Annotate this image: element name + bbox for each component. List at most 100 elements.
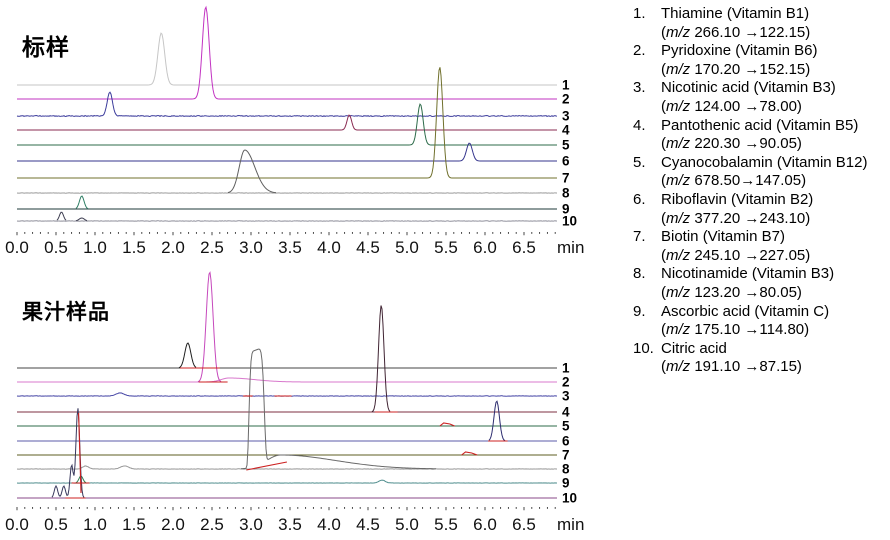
axis-unit-label: min — [557, 515, 584, 534]
axis-tick-label: 1.0 — [83, 238, 107, 257]
axis-tick-label: 2.0 — [161, 238, 185, 257]
legend-item-text: Pyridoxine (Vitamin B6) (m/z 170.20 →152.… — [661, 42, 889, 79]
axis-tick-label: 5.5 — [434, 515, 458, 534]
integration-mark — [246, 461, 288, 471]
legend-item-10: 10. Citric acid (m/z 191.10 →87.15) — [633, 340, 889, 377]
axis-tick-label: 5.0 — [395, 238, 419, 257]
trace-standard-2 — [17, 5, 557, 100]
peak-juice-2 — [197, 271, 222, 383]
axis-ticks — [16, 232, 556, 236]
peak-standard-8 — [227, 149, 277, 194]
panel-standard: 0.0 0.5 1.0 1.5 2.0 2.5 3.0 3.5 4.0 4.5 5.0 5.5 6.0 6… — [5, 5, 584, 257]
axis-tick-label: 4.0 — [317, 238, 341, 257]
axis-tick-label: 0.0 — [5, 515, 29, 534]
trace-number-juice-5: 5 — [562, 419, 570, 434]
trace-juice-9 — [16, 479, 558, 484]
axis-tick-label: 0.5 — [44, 515, 68, 534]
compound-name: Pantothenic acid (Vitamin B5) — [661, 116, 859, 134]
trace-number-standard-3: 3 — [562, 109, 570, 124]
axis-unit-label: min — [557, 238, 584, 257]
mz-transition: (m/z 123.20 →80.05) — [661, 283, 802, 301]
mz-transition: (m/z 377.20 →243.10) — [661, 209, 811, 227]
trace-number-standard-10: 10 — [562, 214, 577, 229]
legend-item-number: 2. — [633, 42, 646, 60]
legend-item-text: Nicotinic acid (Vitamin B3) (m/z 124.00 →… — [661, 79, 889, 116]
legend: 1. Thiamine (Vitamin B1) (m/z 266.10 →122.… — [633, 5, 889, 377]
legend-item-text: Nicotinamide (Vitamin B3) (m/z 123.20 →80… — [661, 265, 889, 302]
axis-tick-label: 5.5 — [434, 238, 458, 257]
peak-standard-9 — [75, 195, 89, 210]
trace-number-juice-6: 6 — [562, 434, 570, 449]
compound-name: Riboflavin (Vitamin B2) — [661, 190, 814, 208]
trace-number-juice-10: 10 — [562, 491, 577, 506]
trace-standard-7 — [17, 67, 557, 179]
peak-standard-10 — [56, 211, 88, 222]
axis-tick-label: 3.0 — [239, 238, 263, 257]
chromatogram-panels: 0.0 0.5 1.0 1.5 2.0 2.5 3.0 3.5 4.0 4.5 5.0 5.5 6.0 6… — [5, 5, 584, 534]
trace-number-standard-8: 8 — [562, 186, 570, 201]
legend-item-text: Riboflavin (Vitamin B2) (m/z 377.20 →243.… — [661, 191, 889, 228]
compound-name: Cyanocobalamin (Vitamin B12) — [661, 153, 868, 171]
axis-tick-label: 0.5 — [44, 238, 68, 257]
trace-number-standard-4: 4 — [562, 123, 570, 138]
mz-transition: (m/z 245.10 →227.05) — [661, 246, 811, 264]
trace-number-standard-1: 1 — [562, 78, 570, 93]
trace-standard-1 — [17, 32, 557, 86]
trace-number-juice-2: 2 — [562, 375, 570, 390]
legend-item-text: Thiamine (Vitamin B1) (m/z 266.10 →122.15… — [661, 5, 889, 42]
peak-juice-6 — [488, 400, 506, 442]
axis-tick-label: 6.5 — [512, 515, 536, 534]
trace-number-standard-2: 2 — [562, 92, 570, 107]
trace-number-juice-7: 7 — [562, 448, 570, 463]
legend-item-number: 4. — [633, 116, 646, 134]
trace-number-standard-7: 7 — [562, 171, 570, 186]
compound-name: Ascorbic acid (Vitamin C) — [661, 302, 830, 320]
trace-standard-5 — [17, 103, 557, 146]
trace-standard-6 — [17, 142, 557, 162]
legend-item-number: 8. — [633, 265, 646, 283]
legend-item-text: Biotin (Vitamin B7) (m/z 245.10 →227.05) — [661, 228, 889, 265]
peak-juice-8 — [240, 348, 437, 470]
trace-standard-4 — [17, 114, 557, 131]
axis-tick-label: 6.0 — [473, 515, 497, 534]
legend-item-9: 9. Ascorbic acid (Vitamin C) (m/z 175.10 →… — [633, 303, 889, 340]
legend-item-number: 10. — [633, 339, 654, 357]
legend-item-text: Citric acid (m/z 191.10 →87.15) — [661, 340, 889, 377]
legend-item-2: 2. Pyridoxine (Vitamin B6) (m/z 170.20 →15… — [633, 42, 889, 79]
trace-juice-2 — [17, 377, 557, 383]
trace-standard-3 — [16, 91, 558, 118]
axis-tick-label: 5.0 — [395, 515, 419, 534]
mz-transition: (m/z 124.00 →78.00) — [661, 97, 802, 115]
integration-mark — [439, 422, 455, 427]
axis-tick-label: 4.5 — [356, 515, 380, 534]
legend-item-number: 7. — [633, 228, 646, 246]
legend-item-8: 8. Nicotinamide (Vitamin B3) (m/z 123.20 →… — [633, 265, 889, 302]
legend-item-1: 1. Thiamine (Vitamin B1) (m/z 266.10 →122.… — [633, 5, 889, 42]
axis-tick-label: 3.5 — [278, 515, 302, 534]
mz-transition: (m/z 220.30 →90.05) — [661, 135, 802, 153]
legend-item-text: Ascorbic acid (Vitamin C) (m/z 175.10 →11… — [661, 303, 889, 340]
legend-item-text: Pantothenic acid (Vitamin B5) (m/z 220.30… — [661, 117, 889, 154]
legend-item-7: 7. Biotin (Vitamin B7) (m/z 245.10 →227.05… — [633, 228, 889, 265]
axis-tick-label: 4.5 — [356, 238, 380, 257]
mz-transition: (m/z 678.50→147.05) — [661, 172, 807, 190]
compound-name: Nicotinamide (Vitamin B3) — [661, 265, 835, 283]
legend-item-5: 5. Cyanocobalamin (Vitamin B12) (m/z 678.5… — [633, 154, 889, 191]
integration-mark — [78, 412, 82, 494]
axis-tick-label: 4.0 — [317, 515, 341, 534]
trace-number-standard-6: 6 — [562, 154, 570, 169]
legend-item-number: 1. — [633, 5, 646, 22]
axis-tick-label: 1.0 — [83, 515, 107, 534]
integration-mark — [461, 451, 478, 456]
legend-item-number: 6. — [633, 190, 646, 208]
panel-title-juice: 果汁样品 — [22, 301, 110, 324]
axis-tick-label: 3.5 — [278, 238, 302, 257]
axis-tick-label: 2.5 — [200, 515, 224, 534]
panel-juice: 0.0 0.5 1.0 1.5 2.0 2.5 3.0 3.5 4.0 4.5 5.0 5.5 6.0 6… — [5, 271, 584, 534]
trace-number-standard-5: 5 — [562, 138, 570, 153]
legend-item-4: 4. Pantothenic acid (Vitamin B5) (m/z 220.… — [633, 117, 889, 154]
axis-tick-label: 6.5 — [512, 238, 536, 257]
legend-item-text: Cyanocobalamin (Vitamin B12) (m/z 678.50→… — [661, 154, 889, 191]
axis-tick-label: 1.5 — [122, 515, 146, 534]
